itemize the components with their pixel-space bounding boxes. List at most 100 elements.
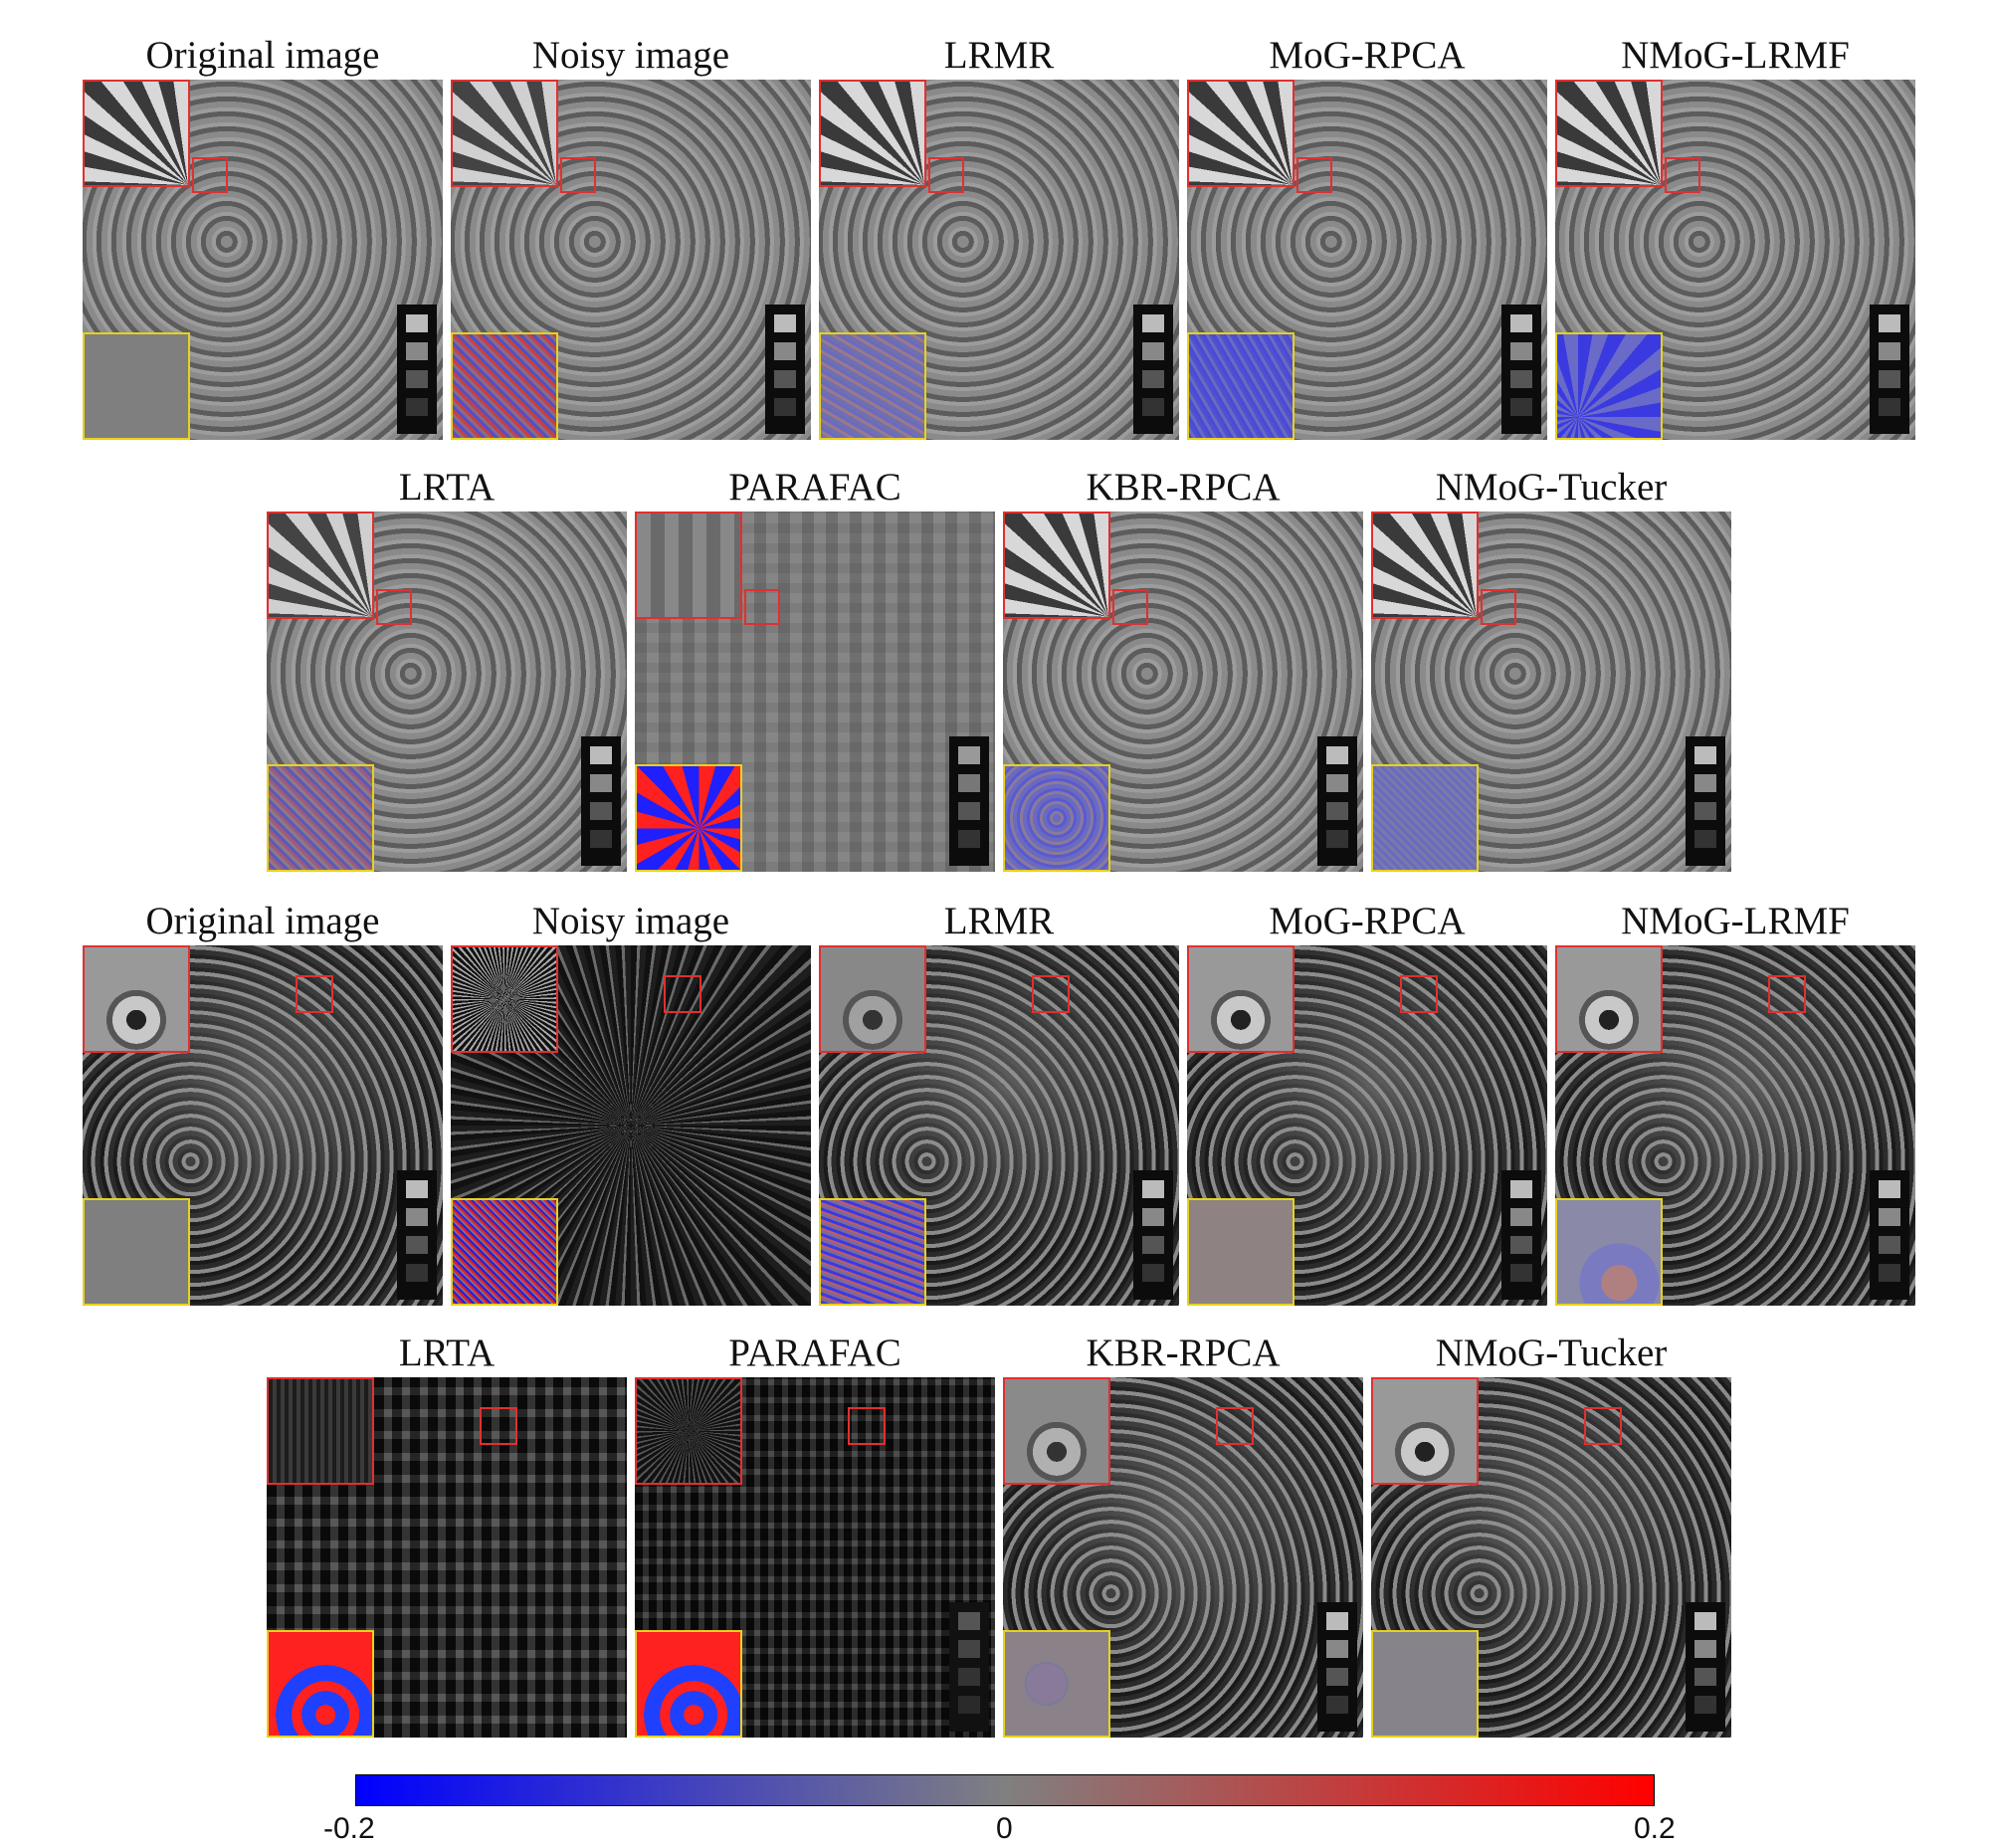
zoom-inset	[1187, 80, 1294, 187]
image-original-beads	[83, 945, 443, 1306]
image-lrmr-flower	[819, 80, 1179, 440]
panel-title: MoG-RPCA	[1269, 900, 1466, 942]
image-kbr-rpca-beads	[1003, 1377, 1363, 1738]
panel-title: LRMR	[943, 900, 1055, 942]
zoom-inset	[451, 80, 558, 187]
zoom-inset	[267, 1377, 374, 1485]
zoom-region-box	[1768, 975, 1806, 1013]
zoom-inset	[1371, 1377, 1479, 1485]
zoom-region-box	[928, 157, 964, 193]
image-parafac-beads	[635, 1377, 995, 1738]
color-chart-strip	[1317, 736, 1357, 866]
panel-title: KBR-RPCA	[1086, 466, 1281, 509]
zoom-region-box	[1112, 589, 1148, 625]
zoom-inset	[1555, 945, 1663, 1053]
residual-inset	[635, 1630, 742, 1738]
residual-inset	[1187, 332, 1294, 440]
image-nmog-tucker-flower	[1371, 512, 1731, 872]
colorbar-gradient	[355, 1774, 1655, 1806]
image-original-flower	[83, 80, 443, 440]
residual-inset	[267, 764, 374, 872]
color-chart-strip	[765, 305, 805, 434]
colorbar-min-label: -0.2	[323, 1812, 375, 1845]
panel-title: PARAFAC	[728, 1332, 901, 1374]
panel-title: Noisy image	[531, 34, 730, 77]
image-mog-rpca-beads	[1187, 945, 1547, 1306]
image-lrta-flower	[267, 512, 627, 872]
panel-title: NMoG-Tucker	[1435, 466, 1668, 509]
zoom-inset	[1555, 80, 1663, 187]
residual-inset	[83, 332, 190, 440]
panel-title: NMoG-LRMF	[1621, 34, 1850, 77]
image-mog-rpca-flower	[1187, 80, 1547, 440]
colorbar: -0.2 0 0.2	[323, 1774, 1676, 1848]
zoom-region-box	[376, 589, 412, 625]
color-chart-strip	[397, 1170, 437, 1300]
zoom-inset	[451, 945, 558, 1053]
residual-inset	[635, 764, 742, 872]
color-chart-strip	[1133, 305, 1173, 434]
color-chart-strip	[581, 736, 621, 866]
zoom-region-box	[1481, 589, 1516, 625]
color-chart-strip	[1686, 1602, 1725, 1732]
image-noisy-beads	[451, 945, 811, 1306]
residual-inset	[451, 1198, 558, 1306]
panel-title: Original image	[145, 34, 380, 77]
residual-inset	[1555, 1198, 1663, 1306]
color-chart-strip	[765, 1170, 805, 1300]
color-chart-strip	[1317, 1602, 1357, 1732]
residual-inset	[1555, 332, 1663, 440]
panel-title: NMoG-Tucker	[1435, 1332, 1668, 1374]
residual-inset	[1003, 1630, 1110, 1738]
residual-inset	[83, 1198, 190, 1306]
residual-inset	[451, 332, 558, 440]
color-chart-strip	[1501, 305, 1541, 434]
image-lrta-beads	[267, 1377, 627, 1738]
residual-inset	[1371, 1630, 1479, 1738]
zoom-inset	[83, 80, 190, 187]
image-nmog-tucker-beads	[1371, 1377, 1731, 1738]
zoom-region-box	[1032, 975, 1070, 1013]
panel-title: LRTA	[398, 1332, 496, 1374]
zoom-inset	[267, 512, 374, 619]
zoom-region-box	[1665, 157, 1700, 193]
residual-inset	[267, 1630, 374, 1738]
color-chart-strip	[949, 736, 989, 866]
image-nmog-lrmf-flower	[1555, 80, 1915, 440]
color-chart-strip	[949, 1602, 989, 1732]
zoom-inset	[1187, 945, 1294, 1053]
color-chart-strip	[1686, 736, 1725, 866]
zoom-region-box	[1400, 975, 1438, 1013]
image-noisy-flower	[451, 80, 811, 440]
color-chart-strip	[1870, 1170, 1909, 1300]
zoom-region-box	[1216, 1407, 1254, 1445]
residual-inset	[819, 1198, 926, 1306]
zoom-inset	[635, 1377, 742, 1485]
residual-inset	[1187, 1198, 1294, 1306]
zoom-inset	[819, 80, 926, 187]
zoom-inset	[1003, 512, 1110, 619]
panel-title: Original image	[145, 900, 380, 942]
zoom-region-box	[1584, 1407, 1622, 1445]
image-lrmr-beads	[819, 945, 1179, 1306]
zoom-region-box	[848, 1407, 886, 1445]
zoom-inset	[819, 945, 926, 1053]
zoom-region-box	[560, 157, 596, 193]
residual-inset	[1371, 764, 1479, 872]
panel-title: LRTA	[398, 466, 496, 509]
image-kbr-rpca-flower	[1003, 512, 1363, 872]
colorbar-max-label: 0.2	[1634, 1812, 1676, 1845]
panel-title: MoG-RPCA	[1269, 34, 1466, 77]
image-parafac-flower	[635, 512, 995, 872]
zoom-region-box	[480, 1407, 517, 1445]
panel-title: LRMR	[943, 34, 1055, 77]
zoom-region-box	[192, 157, 228, 193]
residual-inset	[1003, 764, 1110, 872]
zoom-inset	[83, 945, 190, 1053]
panel-title: KBR-RPCA	[1086, 1332, 1281, 1374]
zoom-region-box	[744, 589, 780, 625]
zoom-region-box	[1296, 157, 1332, 193]
color-chart-strip	[1870, 305, 1909, 434]
zoom-region-box	[296, 975, 333, 1013]
color-chart-strip	[397, 305, 437, 434]
